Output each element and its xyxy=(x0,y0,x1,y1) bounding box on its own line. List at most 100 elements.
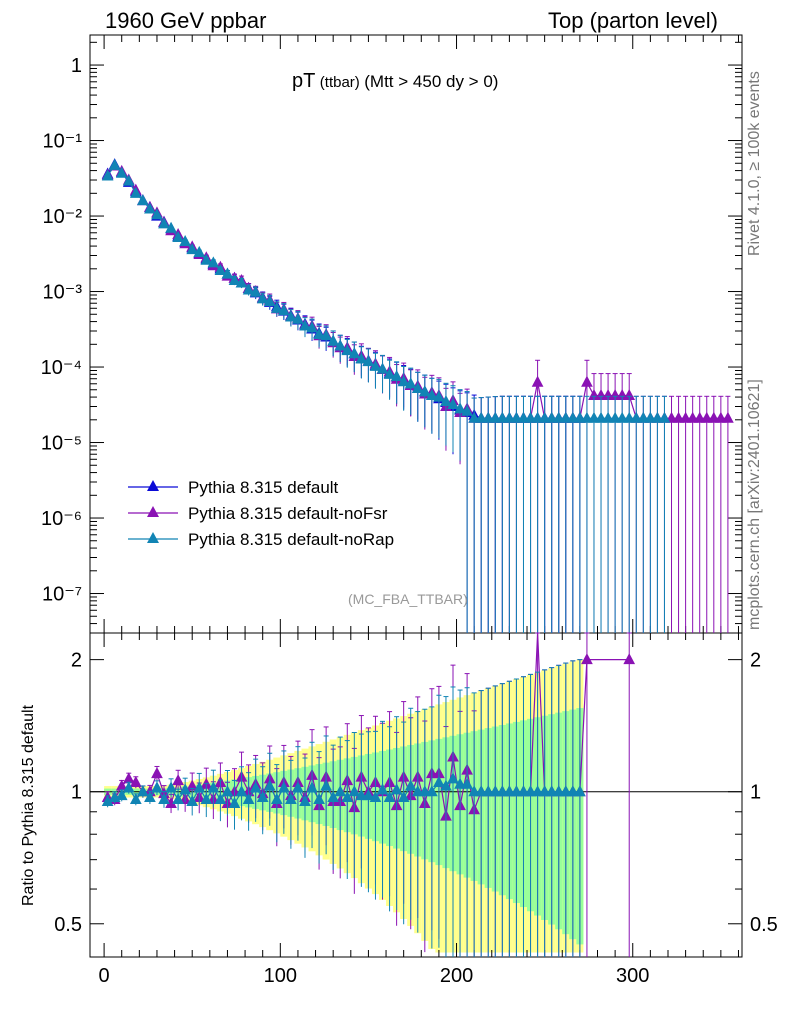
ratio-data-point xyxy=(200,792,213,805)
ratio-data-point xyxy=(581,653,593,665)
y-tick-label: 10⁻¹ xyxy=(43,131,83,153)
ratio-data-point xyxy=(623,653,636,665)
header-right: Top (parton level) xyxy=(548,8,718,33)
data-point xyxy=(277,304,290,316)
ratio-data-point xyxy=(334,785,347,797)
ratio-data-point xyxy=(249,781,262,793)
y-tick-label: 10⁻⁶ xyxy=(41,508,82,530)
data-point xyxy=(376,362,389,374)
y-tick-label: 10⁻⁴ xyxy=(41,357,82,379)
ratio-data-point xyxy=(369,791,382,803)
data-point xyxy=(129,186,142,198)
data-point xyxy=(362,355,375,367)
data-point xyxy=(256,292,269,304)
data-point xyxy=(327,334,340,346)
data-point xyxy=(411,381,424,394)
y-tick-label: 10⁻⁵ xyxy=(41,433,82,455)
data-point xyxy=(433,390,445,402)
data-point xyxy=(101,169,114,181)
ratio-data-point xyxy=(214,792,227,805)
ratio-axis-label: Ratio to Pythia 8.315 default xyxy=(20,704,37,906)
legend-label-default: Pythia 8.315 default xyxy=(188,478,339,497)
data-point xyxy=(249,285,262,297)
data-point xyxy=(341,344,354,356)
ratio-data-point xyxy=(348,785,361,797)
legend-marker-nofsr xyxy=(128,506,178,517)
ratio-y-tick-label-right: 2 xyxy=(750,650,761,672)
data-point xyxy=(221,267,234,279)
x-tick-label: 300 xyxy=(616,965,649,987)
data-point xyxy=(122,174,135,186)
ratio-data-point xyxy=(115,779,128,791)
ratio-data-point xyxy=(299,794,311,807)
data-point xyxy=(306,321,318,333)
ratio-data-point xyxy=(263,779,276,791)
ratio-data-point xyxy=(362,789,375,801)
ratio-data-point xyxy=(574,785,586,797)
data-point xyxy=(383,367,396,379)
ratio-data-point xyxy=(129,775,142,787)
ratio-data-point xyxy=(158,792,170,805)
data-point xyxy=(397,375,410,387)
x-ticks: 0 100 200 300 xyxy=(99,35,739,987)
data-point xyxy=(334,339,347,351)
data-point xyxy=(270,301,283,313)
data-point xyxy=(320,329,332,341)
x-tick-label: 200 xyxy=(440,965,473,987)
plot-title-cut: (Mtt > 450 dy > 0) xyxy=(364,72,499,91)
y-tick-label: 1 xyxy=(71,55,82,77)
ratio-data-point xyxy=(144,791,156,803)
ratio-data-point xyxy=(165,796,177,809)
ratio-frame xyxy=(89,632,743,958)
data-point xyxy=(214,263,227,276)
ratio-data-point xyxy=(193,781,206,793)
data-point xyxy=(108,158,121,170)
data-point xyxy=(440,394,452,407)
ratio-y-tick-label-right: 1 xyxy=(750,782,761,804)
data-point xyxy=(235,276,248,288)
ratio-data-point xyxy=(207,781,220,793)
legend-marker-default xyxy=(128,480,178,491)
ratio-data-point xyxy=(235,785,248,797)
y-tick-label: 10⁻⁷ xyxy=(42,584,82,606)
ratio-data-point xyxy=(285,792,297,805)
data-point xyxy=(158,217,170,229)
data-point xyxy=(447,397,459,409)
ratio-data-point xyxy=(390,783,403,795)
ratio-data-point xyxy=(306,781,318,793)
ratio-data-point xyxy=(221,785,234,797)
ratio-data-point xyxy=(433,775,445,787)
ratio-data-point xyxy=(137,785,149,797)
data-point xyxy=(242,283,255,295)
ratio-data-point xyxy=(320,779,332,791)
ratio-data-point xyxy=(397,791,410,803)
ratio-y-tick-label: 2 xyxy=(71,650,82,672)
legend-label-nofsr: Pythia 8.315 default-noFsr xyxy=(188,504,388,523)
data-point xyxy=(165,221,177,233)
ratio-y-tick-label: 0.5 xyxy=(54,914,82,936)
data-point xyxy=(207,256,220,268)
data-point xyxy=(623,388,636,401)
data-point xyxy=(186,243,199,255)
series-line xyxy=(107,164,665,419)
data-point xyxy=(263,294,276,306)
ratio-data-point xyxy=(277,781,290,793)
ratio-data-point xyxy=(179,783,192,795)
data-point xyxy=(531,375,544,387)
data-point xyxy=(151,208,163,220)
data-point xyxy=(355,352,368,364)
data-point xyxy=(292,312,304,324)
data-point xyxy=(313,327,325,340)
ratio-data-point xyxy=(292,781,304,793)
y-tick-label: 10⁻² xyxy=(43,206,83,228)
y-ticks-ratio: 0.5 0.5 1 1 2 2 xyxy=(54,650,778,936)
data-point xyxy=(426,388,438,401)
ratio-data-point xyxy=(122,772,135,784)
ratio-data-point xyxy=(404,779,417,791)
data-point xyxy=(200,253,213,265)
ratio-data-point xyxy=(341,791,354,803)
ratio-data-point xyxy=(186,794,199,807)
ratio-data-point xyxy=(151,781,163,793)
ratio-data-point xyxy=(447,772,459,784)
x-tick-label: 100 xyxy=(264,965,297,987)
